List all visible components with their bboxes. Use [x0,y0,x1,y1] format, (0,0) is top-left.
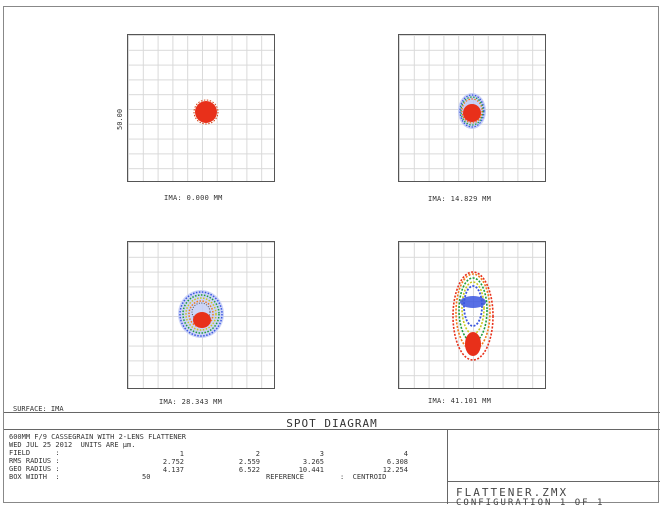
geo-value-2: 6.522 [238,466,260,474]
rms-row-label: RMS RADIUS : [9,457,60,465]
rms-value-2: 2.559 [238,458,260,466]
spot-plot-1 [127,34,275,182]
field-row-label: FIELD : [9,449,60,457]
configuration-label: CONFIGURATION 1 OF 1 [456,498,605,508]
ima-label-2: IMA: 14.829 MM [428,195,492,203]
info-divider [447,429,448,504]
spot-pattern-2 [458,93,486,129]
rms-value-3: 3.265 [302,458,324,466]
ima-label-4: IMA: 41.101 MM [428,397,492,405]
spot-pattern-3 [178,290,224,338]
geo-row-label: GEO RADIUS : [9,465,60,473]
geo-value-3: 10.441 [298,466,324,474]
field-value-1: 1 [179,450,184,458]
diagram-title: SPOT DIAGRAM [286,417,378,430]
rms-value-1: 2.752 [162,458,184,466]
spot-plot-2 [398,34,546,182]
scale-label: 50.00 [116,108,124,130]
reference-value: : CENTROID [340,473,387,481]
info-line-1: 600MM F/9 CASSEGRAIN WITH 2-LENS FLATTEN… [9,433,187,441]
field-value-2: 2 [255,450,260,458]
field-value-3: 3 [319,450,324,458]
spot-diagram-window: 50.00 IMA: 0.000 MM IMA: 14.829 MM IMA: … [3,6,660,508]
ima-label-1: IMA: 0.000 MM [164,194,223,202]
geo-value-4: 12.254 [382,466,408,474]
field-value-4: 4 [403,450,408,458]
box-width-label: BOX WIDTH : [9,473,60,481]
geo-value-1: 4.137 [162,466,184,474]
surface-label: SURFACE: IMA [13,405,64,413]
info-line-2: WED JUL 25 2012 UNITS ARE µm. [9,441,136,449]
rms-value-4: 6.308 [386,458,408,466]
filename-top-rule [447,481,660,482]
file-name: FLATTENER.ZMX [456,486,569,499]
spot-plot-3 [127,241,275,389]
title-bottom-rule [4,429,660,430]
title-top-rule [4,412,660,413]
spot-pattern-4 [452,271,494,361]
reference-label: REFERENCE [266,473,304,481]
spot-plot-4 [398,241,546,389]
box-width-value: 50 [142,473,151,481]
ima-label-3: IMA: 28.343 MM [159,398,223,406]
spot-pattern-1 [193,99,219,125]
